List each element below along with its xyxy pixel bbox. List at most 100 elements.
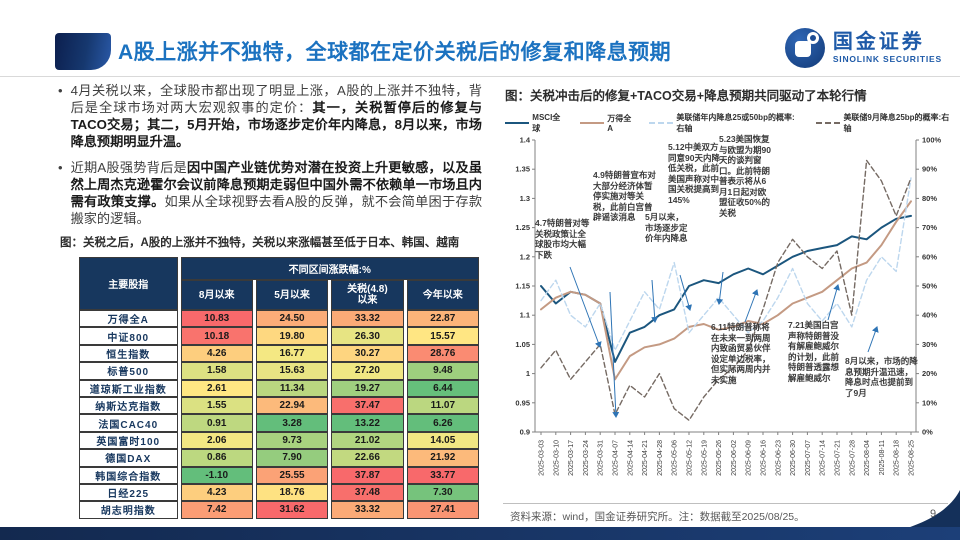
return-cell: 33.32 [331,310,404,328]
page-title: A股上涨并不独特，全球都在定价关税后的修复和降息预期 [118,41,672,64]
return-cell: 13.22 [331,414,404,432]
svg-text:2025-08-11: 2025-08-11 [879,440,886,475]
svg-text:100%: 100% [922,136,942,145]
svg-text:2025-07-07: 2025-07-07 [805,440,812,476]
return-cell: 4.23 [180,483,253,502]
chart-annotation: 5.23美国恢复与欧盟为期90天的谈判窗口。此前特朗普表示将从6月1日起对欧盟征… [719,134,771,218]
index-name: 标普500 [79,362,178,380]
return-cell: 15.63 [255,362,329,380]
return-cell: 37.87 [331,466,404,484]
return-cell: 7.90 [255,449,329,467]
legend-swatch [505,122,530,124]
return-cell: 6.44 [406,379,479,397]
table-row: 恒生指数 4.26 16.77 30.27 28.76 [79,344,479,363]
return-cell: 0.86 [180,449,253,467]
index-name: 法国CAC40 [79,414,178,432]
svg-text:2025-06-30: 2025-06-30 [790,440,797,476]
svg-text:2025-03-03: 2025-03-03 [539,440,546,476]
svg-text:1.05: 1.05 [515,340,530,349]
svg-text:2025-07-14: 2025-07-14 [820,440,827,476]
chart-series-line [540,200,912,381]
return-cell: 28.76 [406,344,479,363]
chart-annotation: 6.11特朗普称将在未来一到两周内致函贸易伙伴设定单边税率，但实际两周内并未实施 [711,322,771,385]
table-row: 法国CAC40 0.91 3.28 13.22 6.26 [79,414,479,432]
return-cell: 2.61 [180,379,253,397]
return-cell: 7.30 [406,483,479,502]
svg-text:90%: 90% [922,165,937,174]
legend-label: 美联储9月降息25bp的概率:右轴 [843,113,950,133]
svg-text:0.9: 0.9 [520,428,530,437]
table-caption: 图：关税之后，A股的上涨并不独特，关税以来涨幅甚至低于日本、韩国、越南 [60,237,460,249]
svg-text:2025-05-26: 2025-05-26 [716,440,723,476]
table-column-header: 关税(4.8) 以来 [331,280,404,310]
legend-item: 美联储年内降息25或50bp的概率:右轴 [649,112,802,134]
table-row: 纳斯达克指数 1.55 22.94 37.47 11.07 [79,396,479,415]
svg-text:2025-05-12: 2025-05-12 [687,440,694,476]
chart-annotation: 7.21美国白宫声称特朗普没有解雇鲍威尔的计划，此前特朗普透露想解雇鲍威尔 [788,320,840,383]
return-cell: 7.42 [180,501,253,519]
legend-label: MSCI全球 [532,113,561,133]
index-name: 韩国综合指数 [79,466,178,484]
svg-text:2025-04-28: 2025-04-28 [657,440,664,476]
legend-swatch [816,122,841,124]
return-cell: 26.30 [331,327,404,345]
return-cell: 0.91 [180,414,253,432]
svg-text:2025-06-23: 2025-06-23 [775,440,782,476]
bullet-text: 4月关税以来，全球股市都出现了明显上涨，A股的上涨并不独特，背后是全球市场对两大… [70,83,483,149]
svg-text:2025-08-18: 2025-08-18 [894,440,901,476]
chart-annotation: 5月以来，市场逐步定价年内降息 [645,212,688,243]
index-name: 德国DAX [79,449,178,467]
svg-text:2025-04-07: 2025-04-07 [613,440,620,476]
return-cell: 14.05 [406,431,479,450]
table-row: 韩国综合指数 -1.10 25.55 37.87 33.77 [79,466,479,484]
index-name: 中证800 [79,327,178,345]
table-row: 中证800 10.18 19.80 26.30 15.57 [79,327,479,345]
annotation-arrows [569,266,879,418]
chart-annotation: 5.12中美双方同意90天内降低关税，此前美国声称对中国关税提高到145% [668,142,720,205]
table-group-header: 不同区间涨跌幅:% [180,257,479,280]
chart-annotation: 4.7特朗普对等关税政策让全球股市均大幅下跌 [535,218,590,260]
source-note: 资料来源：wind，国金证券研究所。注：数据截至2025/08/25。 [510,511,805,523]
legend-swatch [579,122,605,124]
table-row: 日经225 4.23 18.76 37.48 7.30 [79,483,479,502]
legend-swatch [649,122,674,124]
svg-text:40%: 40% [922,311,937,320]
table-corner-header: 主要股指 [79,257,178,310]
index-performance-table: 主要股指 不同区间涨跌幅:% 8月以来 5月以来 关税(4.8) 以来 今年以来 万得全… [76,257,482,519]
svg-text:70%: 70% [922,223,937,232]
svg-text:1.1: 1.1 [520,311,530,320]
footer-divider [503,503,948,504]
return-cell: 3.28 [255,414,329,432]
chart-series-line [540,177,912,351]
return-cell: 15.57 [406,327,479,345]
logo-name-cn: 国金证券 [832,31,925,54]
chart-annotation: 8月以来，市场的降息预期升温迅速，降息时点也提前到了9月 [845,356,918,398]
legend-item: 美联储9月降息25bp的概率:右轴 [816,112,950,134]
return-cell: 33.77 [406,466,479,484]
svg-text:60%: 60% [922,252,937,261]
header-divider [0,76,960,77]
return-cell: 19.27 [331,379,404,397]
return-cell: 31.62 [255,501,329,519]
svg-text:2025-03-31: 2025-03-31 [598,440,605,476]
legend-label: 万得全A [607,114,632,133]
svg-text:10%: 10% [922,398,937,407]
index-name: 纳斯达克指数 [79,396,178,415]
chart-annotation: 4.9特朗普宣布对大部分经济体暂停实施对等关税，此前白宫曾辟谣该消息 [593,170,656,222]
return-cell: 24.50 [255,310,329,328]
svg-text:2025-03-17: 2025-03-17 [568,440,575,476]
return-cell: 19.80 [255,327,329,345]
bullet-point: • 4月关税以来，全球股市都出现了明显上涨，A股的上涨并不独特，背后是全球市场对… [58,82,482,150]
legend-label: 美联储年内降息25或50bp的概率:右轴 [676,113,795,133]
svg-text:1.35: 1.35 [515,165,530,174]
table-period-headers: 8月以来 5月以来 关税(4.8) 以来 今年以来 [79,280,479,310]
svg-text:1.2: 1.2 [520,252,530,261]
svg-text:2025-04-21: 2025-04-21 [642,440,649,476]
index-name: 万得全A [79,310,178,328]
table-column-header: 8月以来 [180,280,253,310]
return-cell: 21.02 [331,431,404,450]
return-cell: 11.34 [255,379,329,397]
index-name: 英国富时100 [79,431,178,450]
return-cell: 22.66 [331,449,404,467]
table-column-header: 今年以来 [406,280,479,310]
